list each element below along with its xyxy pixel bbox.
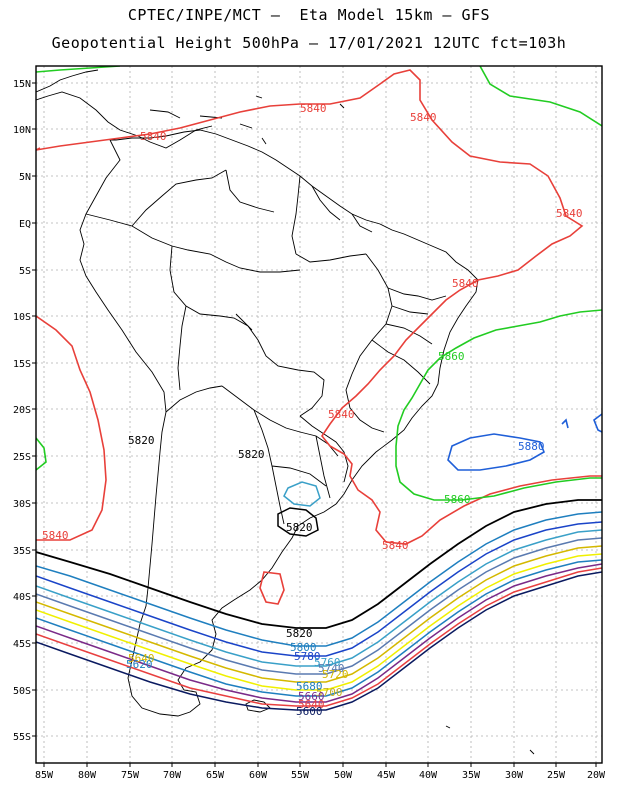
lat-label: 25S (13, 452, 31, 463)
contour-labels: 5840 5840 5840 5840 5840 5840 5840 5840 … (42, 102, 583, 718)
lat-label: 10S (13, 312, 31, 323)
lat-label: 35S (13, 546, 31, 557)
label-5860: 5860 (438, 350, 465, 363)
label-5620-west: 5620 (126, 658, 153, 671)
contour-5880 (447, 413, 602, 471)
lon-label: 80W (78, 770, 97, 781)
coastlines (36, 69, 535, 755)
label-5800: 5800 (290, 641, 317, 654)
lon-label: 25W (547, 770, 566, 781)
lon-label: 20W (587, 770, 606, 781)
lon-label: 85W (35, 770, 54, 781)
lon-label: 55W (291, 770, 310, 781)
lon-label: 50W (334, 770, 353, 781)
label-5820: 5820 (238, 448, 265, 461)
label-5840: 5840 (452, 277, 479, 290)
label-5840: 5840 (328, 408, 355, 421)
lat-label: 15S (13, 359, 31, 370)
lon-label: 40W (419, 770, 438, 781)
label-5840: 5840 (410, 111, 437, 124)
label-5760: 5760 (314, 656, 341, 669)
label-5680: 5680 (296, 680, 323, 693)
lon-label: 30W (505, 770, 524, 781)
lon-label: 60W (249, 770, 268, 781)
label-5840: 5840 (556, 207, 583, 220)
label-5840: 5840 (382, 539, 409, 552)
lat-label: 10N (13, 125, 31, 136)
contour-family-south (36, 511, 602, 711)
label-5840: 5840 (140, 130, 167, 143)
label-5780: 5780 (294, 650, 321, 663)
lat-label: 45S (13, 639, 31, 650)
lat-label: EQ (19, 219, 31, 230)
label-5820: 5820 (286, 627, 313, 640)
label-5820: 5820 (128, 434, 155, 447)
lat-label: 15N (13, 79, 31, 90)
lon-label: 70W (163, 770, 182, 781)
label-5860: 5860 (444, 493, 471, 506)
lat-label: 55S (13, 732, 31, 743)
contour-5820 (36, 499, 602, 629)
lat-label: 20S (13, 405, 31, 416)
contour-5860 (36, 66, 602, 501)
label-5600: 5600 (296, 705, 323, 718)
lon-label: 75W (121, 770, 140, 781)
label-5820: 5820 (286, 521, 313, 534)
chart-title-line1: CPTEC/INPE/MCT – Eta Model 15km – GFS (127, 6, 491, 24)
lon-label: 65W (206, 770, 225, 781)
contour-low-uruguay (277, 481, 321, 537)
lat-label: 40S (13, 592, 31, 603)
lon-label: 35W (462, 770, 481, 781)
label-5700: 5700 (316, 686, 343, 699)
label-5660: 5660 (298, 690, 325, 703)
lon-label: 45W (377, 770, 396, 781)
lat-label: 5S (19, 266, 31, 277)
label-5840: 5840 (42, 529, 69, 542)
latitude-axis: 15N 10N 5N EQ 5S 10S 15S 20S 25S 30S 35S… (13, 79, 31, 743)
chart-title-line2: Geopotential Height 500hPa – 17/01/2021 … (51, 34, 567, 52)
longitude-axis: 85W 80W 75W 70W 65W 60W 55W 50W 45W 40W … (35, 770, 606, 781)
lat-label: 5N (19, 172, 31, 183)
label-5640-west: 5640 (128, 652, 155, 665)
label-5720: 5720 (322, 668, 349, 681)
contour-5840 (36, 69, 602, 605)
label-5640: 5640 (298, 698, 325, 711)
label-5840: 5840 (300, 102, 327, 115)
lat-label: 50S (13, 686, 31, 697)
map-frame (35, 65, 603, 764)
lat-label: 30S (13, 499, 31, 510)
label-5880: 5880 (518, 440, 545, 453)
label-5740: 5740 (318, 662, 345, 675)
